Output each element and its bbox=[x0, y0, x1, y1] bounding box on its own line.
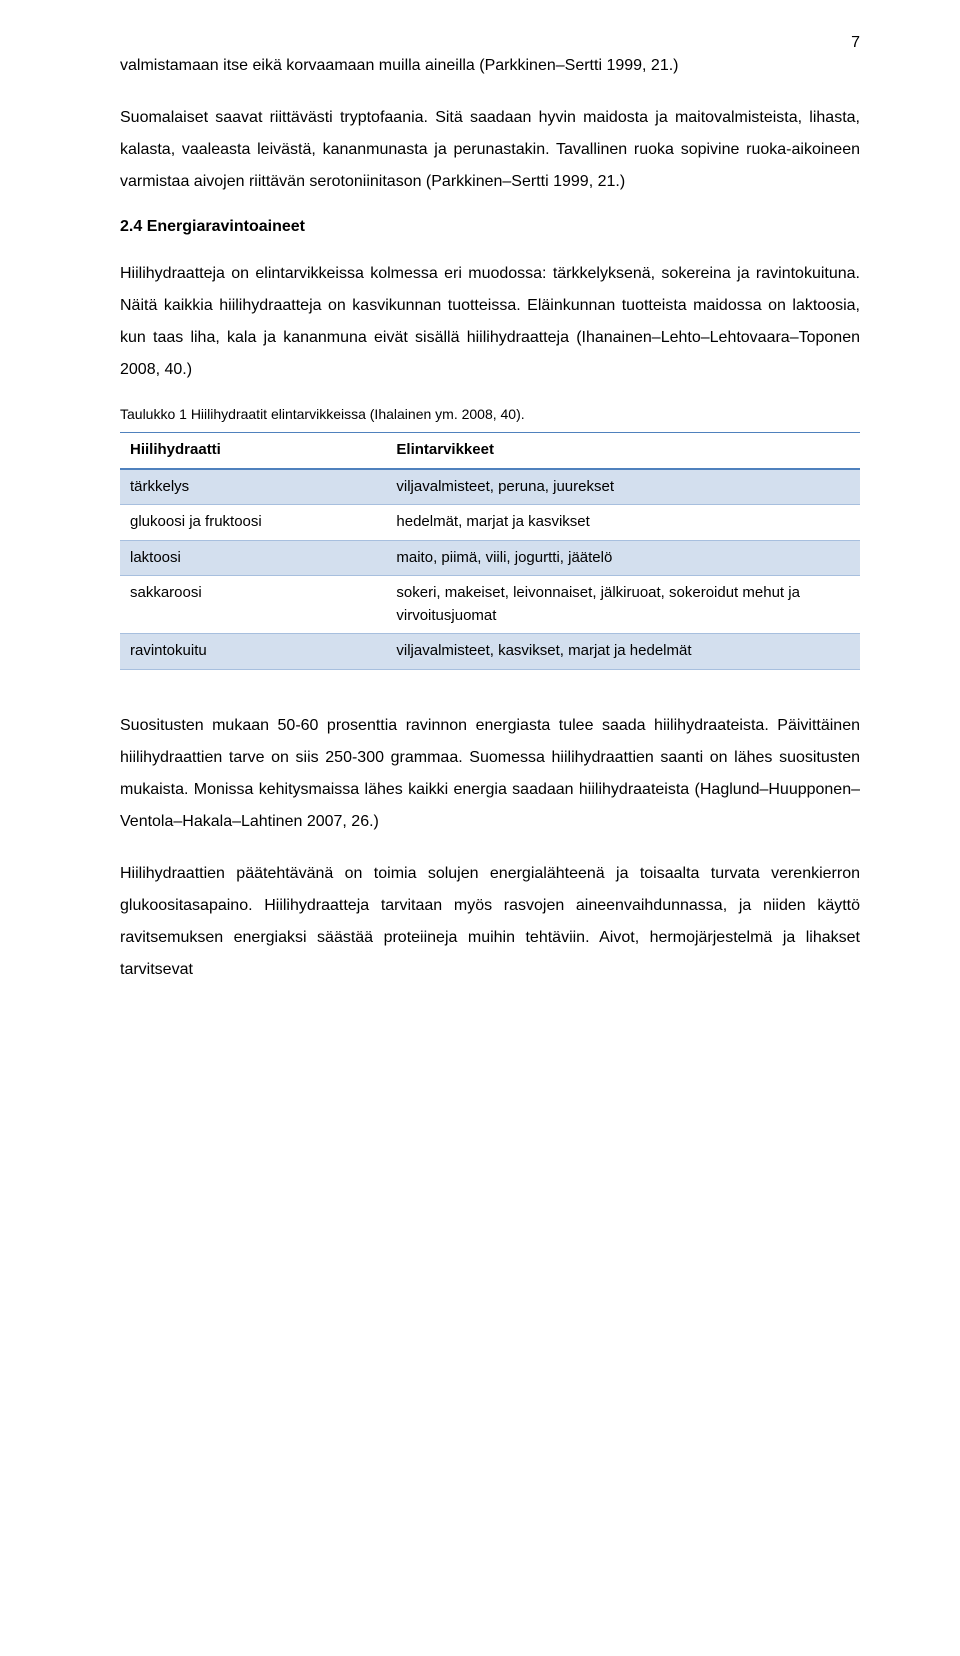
table-cell: glukoosi ja fruktoosi bbox=[120, 505, 386, 541]
page-number: 7 bbox=[851, 34, 860, 52]
table-row: laktoosi maito, piimä, viili, jogurtti, … bbox=[120, 540, 860, 576]
paragraph-3: Hiilihydraatteja on elintarvikkeissa kol… bbox=[120, 258, 860, 386]
table-cell: viljavalmisteet, kasvikset, marjat ja he… bbox=[386, 634, 860, 670]
paragraph-4: Suositusten mukaan 50-60 prosenttia ravi… bbox=[120, 710, 860, 838]
table-row: tärkkelys viljavalmisteet, peruna, juure… bbox=[120, 469, 860, 505]
table-header-row: Hiilihydraatti Elintarvikkeet bbox=[120, 433, 860, 469]
table-row: sakkaroosi sokeri, makeiset, leivonnaise… bbox=[120, 576, 860, 634]
paragraph-5: Hiilihydraattien päätehtävänä on toimia … bbox=[120, 858, 860, 986]
paragraph-1: valmistamaan itse eikä korvaamaan muilla… bbox=[120, 50, 860, 82]
section-heading: 2.4 Energiaravintoaineet bbox=[120, 218, 860, 236]
table-cell: sakkaroosi bbox=[120, 576, 386, 634]
table-row: glukoosi ja fruktoosi hedelmät, marjat j… bbox=[120, 505, 860, 541]
page-content: valmistamaan itse eikä korvaamaan muilla… bbox=[0, 0, 960, 1056]
table-cell: ravintokuitu bbox=[120, 634, 386, 670]
table-cell: viljavalmisteet, peruna, juurekset bbox=[386, 469, 860, 505]
table-header-cell: Elintarvikkeet bbox=[386, 433, 860, 469]
table-cell: sokeri, makeiset, leivonnaiset, jälkiruo… bbox=[386, 576, 860, 634]
table-header-cell: Hiilihydraatti bbox=[120, 433, 386, 469]
paragraph-2: Suomalaiset saavat riittävästi tryptofaa… bbox=[120, 102, 860, 198]
table-row: ravintokuitu viljavalmisteet, kasvikset,… bbox=[120, 634, 860, 670]
table-cell: laktoosi bbox=[120, 540, 386, 576]
table-cell: tärkkelys bbox=[120, 469, 386, 505]
table-cell: hedelmät, marjat ja kasvikset bbox=[386, 505, 860, 541]
table-caption: Taulukko 1 Hiilihydraatit elintarvikkeis… bbox=[120, 406, 860, 422]
table-cell: maito, piimä, viili, jogurtti, jäätelö bbox=[386, 540, 860, 576]
carbohydrate-table: Hiilihydraatti Elintarvikkeet tärkkelys … bbox=[120, 432, 860, 670]
